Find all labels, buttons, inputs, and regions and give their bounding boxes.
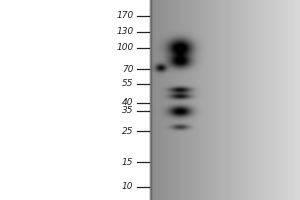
Text: 130: 130 (116, 27, 134, 36)
Text: 35: 35 (122, 106, 134, 115)
Text: 10: 10 (122, 182, 134, 191)
Text: 40: 40 (122, 98, 134, 107)
Text: 25: 25 (122, 127, 134, 136)
Text: 15: 15 (122, 158, 134, 167)
Text: 100: 100 (116, 43, 134, 52)
Text: 55: 55 (122, 79, 134, 88)
Text: 70: 70 (122, 65, 134, 74)
Text: 170: 170 (116, 11, 134, 20)
